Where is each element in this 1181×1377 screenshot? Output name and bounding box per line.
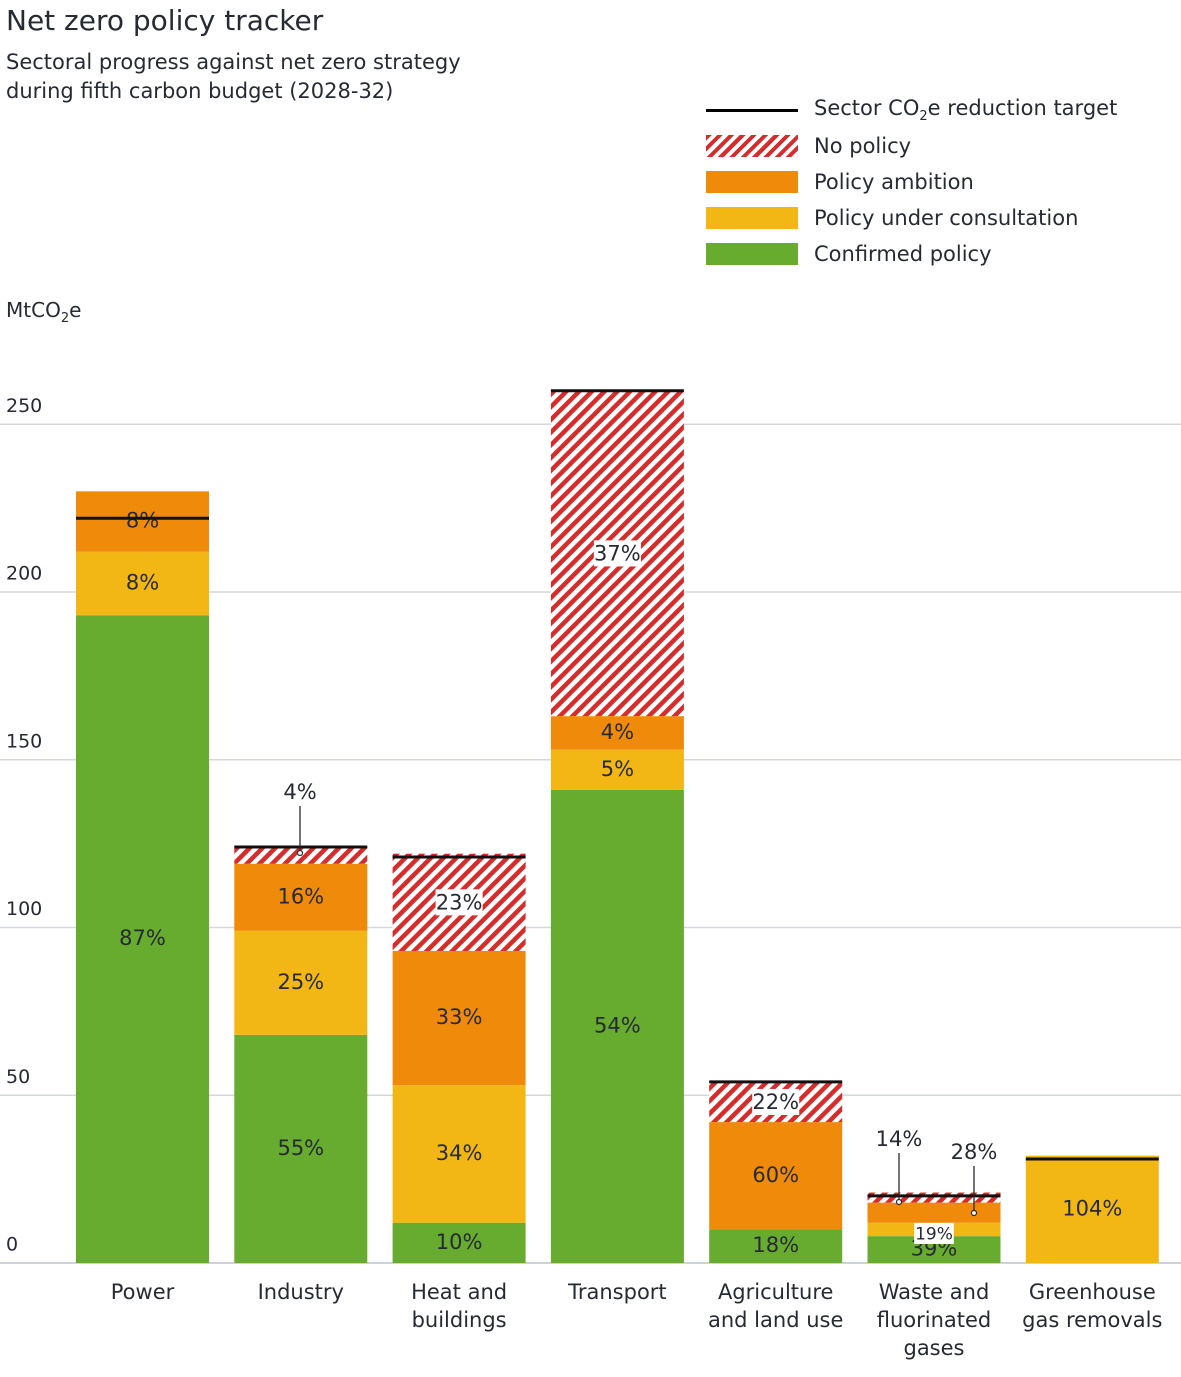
- data-label-ambition-1: 16%: [277, 884, 324, 908]
- bar-consultation-1: [234, 930, 368, 1035]
- legend-item-confirmed: Confirmed policy: [706, 236, 1117, 272]
- data-label-consultation-5: 19%: [915, 1224, 953, 1244]
- legend-item-no-policy: No policy: [706, 128, 1117, 164]
- data-label-no_policy-4-bg: [752, 1088, 800, 1115]
- data-label-consultation-5-bg: [914, 1222, 954, 1244]
- y-tick-label-150: 150: [6, 730, 42, 752]
- data-label-consultation-2: 34%: [436, 1141, 483, 1165]
- y-tick-label-50: 50: [6, 1066, 30, 1088]
- y-tick-label-200: 200: [6, 563, 42, 585]
- data-label-consultation-0: 8%: [126, 571, 159, 595]
- bar-ambition-1: [234, 863, 368, 931]
- legend-item-target: Sector CO2e reduction target: [706, 92, 1117, 128]
- x-tick-label-1-0: Industry: [258, 1280, 344, 1304]
- bar-ambition-4: [709, 1122, 843, 1230]
- callout-label-1: 14%: [876, 1127, 923, 1151]
- data-label-no_policy-2: 23%: [436, 890, 483, 914]
- chart-title: Net zero policy tracker: [6, 4, 324, 37]
- data-label-consultation-1: 25%: [277, 970, 324, 994]
- data-label-consultation-3: 5%: [601, 757, 634, 781]
- y-tick-label-250: 250: [6, 395, 42, 417]
- bar-ambition-3: [550, 716, 684, 750]
- data-label-ambition-2: 33%: [436, 1005, 483, 1029]
- legend-swatch-consultation: [706, 207, 798, 229]
- data-label-confirmed-4: 18%: [752, 1233, 799, 1257]
- bar-confirmed-1: [234, 1034, 368, 1263]
- subtitle-line-2: during fifth carbon budget (2028-32): [6, 79, 394, 103]
- legend-label-target: Sector CO2e reduction target: [814, 95, 1118, 125]
- data-label-ambition-4: 60%: [752, 1163, 799, 1187]
- callout-dot-1: [895, 1198, 903, 1206]
- bar-ambition-5: [867, 1202, 1001, 1223]
- legend-label-confirmed: Confirmed policy: [814, 242, 992, 266]
- bar-confirmed-2: [392, 1222, 526, 1263]
- data-label-ambition-3: 4%: [601, 720, 634, 744]
- x-tick-label-4-0: Agriculture: [718, 1280, 834, 1304]
- data-label-no_policy-2-bg: [435, 889, 483, 916]
- callout-label-2: 28%: [951, 1140, 998, 1164]
- y-axis-label: MtCO2e: [6, 298, 82, 326]
- bar-consultation-3: [550, 749, 684, 790]
- data-label-no_policy-3: 37%: [594, 541, 641, 565]
- data-label-confirmed-0: 87%: [119, 926, 166, 950]
- bar-consultation-6: [1025, 1155, 1159, 1263]
- callout-dot-0: [296, 849, 304, 857]
- x-tick-label-3-0: Transport: [567, 1280, 667, 1304]
- data-label-confirmed-1: 55%: [277, 1136, 324, 1160]
- legend-item-consultation: Policy under consultation: [706, 200, 1117, 236]
- data-label-ambition-0: 8%: [126, 509, 159, 533]
- y-tick-label-0: 0: [6, 1234, 18, 1256]
- x-tick-label-5-2: gases: [903, 1336, 964, 1360]
- bar-consultation-0: [76, 551, 209, 616]
- legend-label-no-policy: No policy: [814, 134, 912, 158]
- x-tick-label-2-0: Heat and: [411, 1280, 507, 1304]
- x-tick-label-5-1: fluorinated: [877, 1308, 992, 1332]
- legend-label-consultation: Policy under consultation: [814, 206, 1079, 230]
- bar-consultation-2: [392, 1085, 526, 1223]
- data-label-no_policy-3-bg: [593, 540, 641, 567]
- data-label-confirmed-3: 54%: [594, 1013, 641, 1037]
- x-tick-label-2-1: buildings: [412, 1308, 507, 1332]
- callout-label-0: 4%: [283, 780, 316, 804]
- subtitle-line-1: Sectoral progress against net zero strat…: [6, 50, 461, 74]
- legend-swatch-policy-ambition: [706, 171, 798, 193]
- x-tick-label-4-1: and land use: [708, 1308, 843, 1332]
- legend-swatch-target: [706, 108, 798, 112]
- chart-legend: Sector CO2e reduction target No policy P…: [706, 92, 1117, 272]
- data-label-confirmed-2: 10%: [436, 1230, 483, 1254]
- chart-subtitle: Sectoral progress against net zero strat…: [6, 48, 526, 106]
- bar-confirmed-0: [76, 615, 209, 1263]
- y-tick-label-100: 100: [6, 898, 42, 920]
- x-tick-label-0-0: Power: [111, 1280, 175, 1304]
- x-tick-label-5-0: Waste and: [879, 1280, 990, 1304]
- x-tick-label-6-0: Greenhouse: [1029, 1280, 1156, 1304]
- x-tick-label-6-1: gas removals: [1022, 1308, 1162, 1332]
- bar-confirmed-3: [550, 789, 684, 1263]
- data-label-no_policy-4: 22%: [752, 1090, 799, 1114]
- data-label-consultation-6: 104%: [1062, 1196, 1122, 1220]
- legend-swatch-no-policy: [706, 135, 798, 157]
- legend-swatch-confirmed: [706, 243, 798, 265]
- callout-dot-2: [970, 1209, 978, 1217]
- bar-ambition-2: [392, 950, 526, 1086]
- bar-ambition-0: [76, 491, 209, 552]
- bar-no_policy-5: [867, 1192, 1001, 1203]
- bar-confirmed-4: [709, 1229, 843, 1263]
- legend-label-policy-ambition: Policy ambition: [814, 170, 974, 194]
- legend-item-policy-ambition: Policy ambition: [706, 164, 1117, 200]
